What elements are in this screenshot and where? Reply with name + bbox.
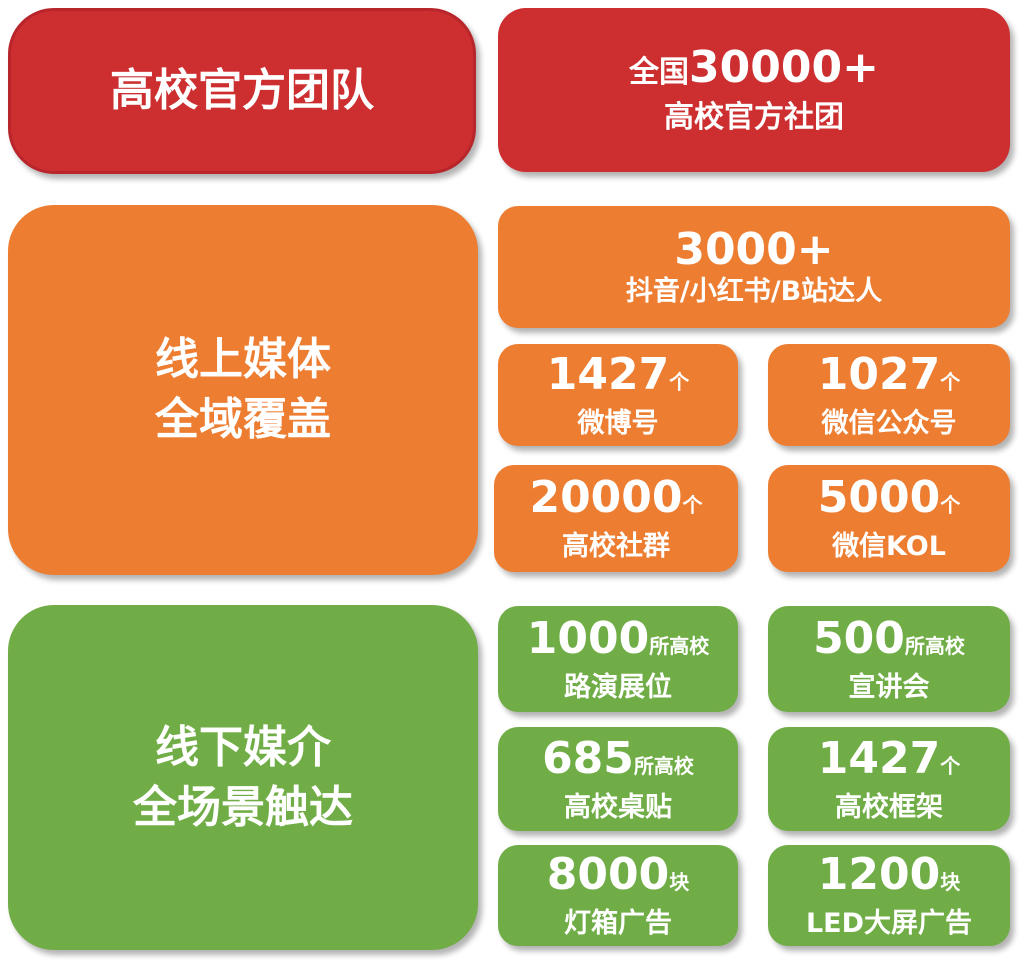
team-title-box: 高校官方团队 (8, 8, 476, 174)
card-number-line: 1200块 (818, 850, 960, 907)
online-card: 1427个 微博号 (498, 344, 738, 446)
online-card: 1027个 微信公众号 (768, 344, 1010, 446)
card-number: 1427 (817, 732, 941, 784)
offline-title-line2: 全场景触达 (133, 781, 353, 833)
card-number-line: 685所高校 (542, 732, 694, 791)
card-unit: 个 (940, 753, 961, 778)
card-number-line: 1000所高校 (526, 612, 710, 671)
card-unit: 所高校 (633, 753, 694, 778)
card-unit: 块 (669, 870, 690, 894)
card-number-line: 1427个 (817, 732, 961, 791)
online-top-card: 3000+ 抖音/小红书/B站达人 (498, 206, 1010, 328)
card-label: 宣讲会 (848, 671, 930, 703)
team-number: 30000+ (689, 41, 879, 93)
offline-card: 1200块 LED大屏广告 (768, 845, 1010, 946)
offline-card: 1000所高校 路演展位 (498, 606, 738, 712)
card-unit: 块 (940, 870, 961, 894)
card-label: 微博号 (577, 407, 659, 439)
online-title-line1: 线上媒体 (155, 334, 331, 385)
team-label: 高校官方社团 (664, 99, 844, 135)
online-card: 5000个 微信KOL (768, 465, 1010, 572)
card-number-line: 1027个 (817, 348, 961, 407)
card-number: 1200 (817, 849, 941, 900)
offline-card: 1427个 高校框架 (768, 727, 1010, 831)
card-label: 灯箱广告 (564, 908, 672, 939)
online-top-label: 抖音/小红书/B站达人 (625, 276, 883, 307)
card-unit: 个 (940, 493, 961, 517)
card-unit: 所高校 (904, 633, 965, 658)
team-title: 高校官方团队 (110, 65, 374, 116)
card-number: 1027 (817, 348, 941, 400)
card-number-line: 500所高校 (813, 612, 965, 671)
team-prefix: 全国 (629, 54, 690, 90)
card-number: 500 (813, 612, 905, 664)
card-label: LED大屏广告 (805, 908, 973, 939)
online-top-number: 3000+ (674, 224, 834, 275)
offline-card: 8000块 灯箱广告 (498, 845, 738, 946)
card-number: 20000 (529, 472, 683, 523)
card-label: 高校社群 (562, 531, 670, 562)
card-unit: 个 (682, 493, 703, 517)
card-number-line: 1427个 (546, 348, 690, 407)
card-unit: 个 (940, 369, 961, 394)
card-label: 微信公众号 (821, 407, 957, 439)
card-number: 1000 (526, 612, 650, 664)
card-number: 1427 (546, 348, 670, 400)
card-label: 路演展位 (564, 671, 672, 703)
card-number: 8000 (546, 849, 670, 900)
online-title-box: 线上媒体 全域覆盖 (8, 205, 478, 575)
card-label: 微信KOL (832, 531, 946, 562)
card-number-line: 20000个 (529, 473, 702, 530)
online-title-line2: 全域覆盖 (155, 394, 331, 445)
card-unit: 个 (669, 369, 690, 394)
card-number-line: 5000个 (818, 473, 960, 530)
team-stat-box: 全国30000+ 高校官方社团 (498, 8, 1010, 172)
card-number: 5000 (817, 472, 941, 523)
team-stat-number-line: 全国30000+ (629, 41, 879, 98)
card-unit: 所高校 (649, 633, 710, 658)
offline-title-line1: 线下媒介 (155, 721, 331, 773)
card-label: 高校桌贴 (564, 791, 672, 823)
online-card: 20000个 高校社群 (494, 465, 738, 572)
offline-title-box: 线下媒介 全场景触达 (8, 605, 478, 950)
offline-card: 500所高校 宣讲会 (768, 606, 1010, 712)
card-number: 685 (542, 732, 634, 784)
card-label: 高校框架 (835, 791, 943, 823)
card-number-line: 8000块 (547, 850, 689, 907)
offline-card: 685所高校 高校桌贴 (498, 727, 738, 831)
